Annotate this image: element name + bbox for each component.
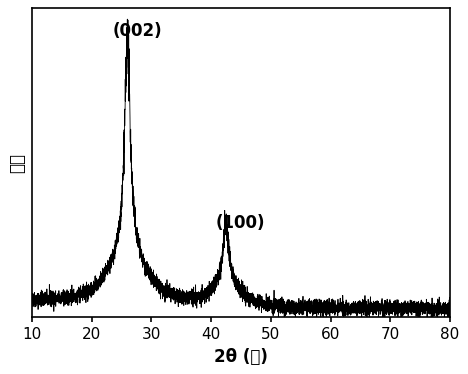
Y-axis label: 强度: 强度 [8,153,26,173]
X-axis label: 2θ (度): 2θ (度) [214,348,268,366]
Text: (002): (002) [112,22,162,40]
Text: (100): (100) [215,214,265,232]
